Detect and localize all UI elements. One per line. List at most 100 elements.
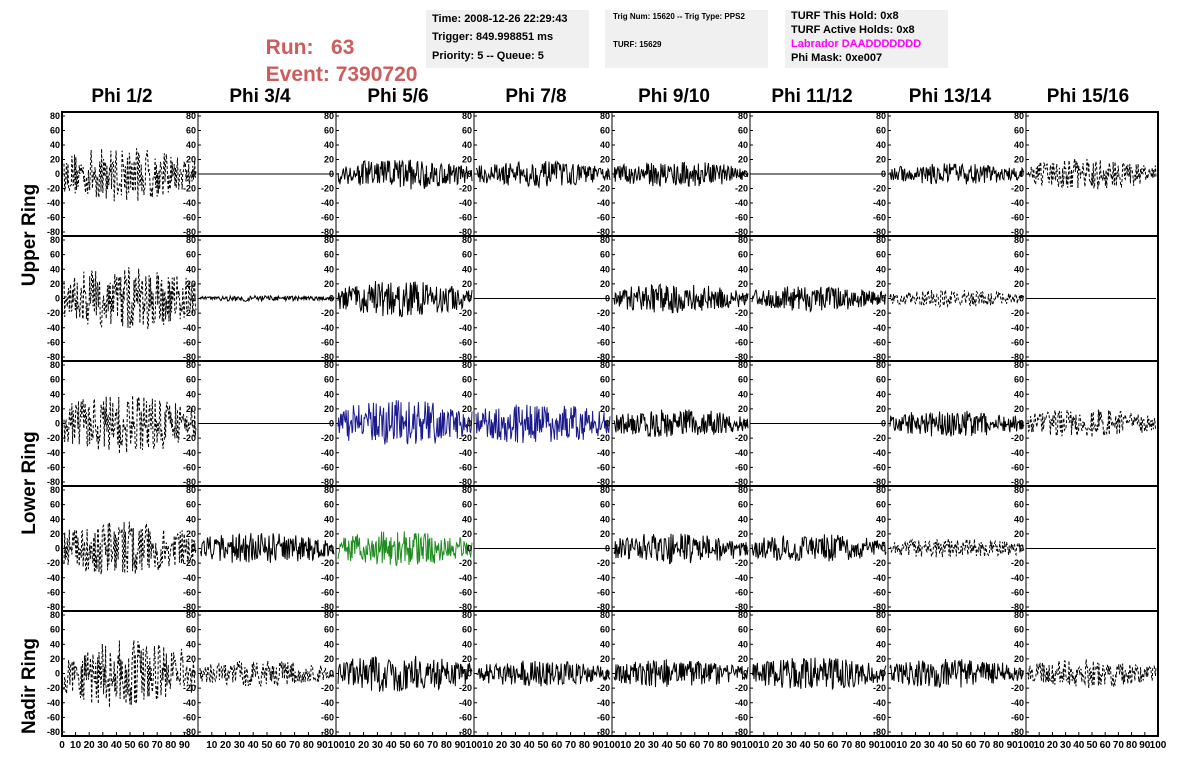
y-tick-label: 80: [1014, 610, 1024, 620]
y-tick-label: 0: [881, 294, 886, 304]
x-tick-label: 70: [1113, 740, 1125, 751]
y-tick-label: 60: [738, 500, 748, 510]
y-tick-label: 60: [600, 250, 610, 260]
y-tick-label: -60: [321, 213, 334, 223]
y-tick-label: 80: [186, 111, 196, 121]
x-tick-label: 80: [165, 740, 177, 751]
y-tick-label: 0: [1019, 169, 1024, 179]
x-tick-label: 80: [441, 740, 453, 751]
x-tick-label: 20: [772, 740, 784, 751]
y-tick-label: 40: [50, 389, 60, 399]
y-tick-label: 60: [876, 500, 886, 510]
y-tick-label: -40: [183, 573, 196, 583]
y-tick-label: -20: [183, 433, 196, 443]
y-tick-label: 40: [1014, 639, 1024, 649]
waveform-trace: [613, 283, 749, 314]
y-tick-label: 40: [876, 389, 886, 399]
y-tick-label: 0: [605, 169, 610, 179]
y-tick-label: 40: [462, 264, 472, 274]
y-tick-label: -60: [459, 587, 472, 597]
y-tick-label: 20: [738, 279, 748, 289]
y-tick-label: 20: [324, 155, 334, 165]
y-tick-label: -60: [735, 712, 748, 722]
x-tick-label: 40: [386, 740, 398, 751]
y-tick-label: 20: [600, 279, 610, 289]
column-title-phi-15-16: Phi 15/16: [1046, 86, 1130, 107]
y-tick-label: 20: [876, 155, 886, 165]
y-tick-label: -80: [735, 727, 748, 737]
info-box-turf: TURF This Hold: 0x8 TURF Active Holds: 0…: [785, 10, 948, 68]
y-tick-label: -20: [873, 433, 886, 443]
event-label: Event: 7390720: [265, 63, 418, 86]
y-tick-label: -60: [321, 587, 334, 597]
waveform-trace: [889, 537, 1025, 558]
y-tick-label: -20: [597, 308, 610, 318]
x-tick-label: 40: [662, 740, 674, 751]
y-tick-label: -80: [47, 727, 60, 737]
y-tick-label: -60: [597, 712, 610, 722]
trigger-text: Trigger: 849.998851 ms: [432, 31, 554, 43]
x-tick-label: 10: [758, 740, 770, 751]
x-tick-label: 70: [427, 740, 439, 751]
y-tick-label: 60: [738, 375, 748, 385]
y-tick-label: 0: [743, 169, 748, 179]
y-tick-label: -80: [183, 727, 196, 737]
y-tick-label: 60: [462, 500, 472, 510]
x-tick-label: 90: [1007, 740, 1019, 751]
y-tick-label: -20: [1011, 683, 1024, 693]
column-title-phi-9-10: Phi 9/10: [638, 86, 710, 107]
x-tick-label: 60: [551, 740, 563, 751]
x-tick-label: 30: [1060, 740, 1072, 751]
y-tick-label: 40: [1014, 389, 1024, 399]
y-tick-label: 20: [462, 529, 472, 539]
y-tick-label: 0: [881, 669, 886, 679]
y-tick-label: 20: [50, 529, 60, 539]
y-tick-label: 40: [186, 264, 196, 274]
waveform-trace: [337, 531, 473, 566]
y-tick-label: 40: [186, 140, 196, 150]
y-tick-label: 40: [462, 514, 472, 524]
y-tick-label: -40: [873, 448, 886, 458]
column-title-phi-1-2: Phi 1/2: [91, 86, 153, 107]
y-tick-label: 20: [462, 654, 472, 664]
x-tick-label: 50: [1086, 740, 1098, 751]
y-tick-label: 60: [186, 375, 196, 385]
y-tick-label: -40: [873, 698, 886, 708]
y-tick-label: 80: [324, 235, 334, 245]
y-tick-label: -20: [183, 184, 196, 194]
y-tick-label: -40: [47, 198, 60, 208]
y-tick-label: 40: [600, 389, 610, 399]
y-tick-label: -80: [321, 477, 334, 487]
x-tick-label: 100: [742, 740, 759, 751]
y-tick-label: 40: [738, 514, 748, 524]
y-tick-label: 20: [876, 529, 886, 539]
waveform-trace: [199, 294, 335, 303]
y-tick-label: -60: [597, 462, 610, 472]
y-tick-label: 80: [50, 111, 60, 121]
y-tick-label: 0: [881, 544, 886, 554]
y-tick-label: 40: [600, 639, 610, 649]
waveform-trace: [1027, 409, 1157, 438]
y-tick-label: 80: [186, 360, 196, 370]
y-tick-label: 20: [1014, 279, 1024, 289]
y-tick-label: -40: [321, 698, 334, 708]
x-tick-label: 100: [328, 740, 345, 751]
y-tick-label: -80: [1011, 227, 1024, 237]
y-tick-label: -60: [597, 587, 610, 597]
y-tick-label: 0: [329, 544, 334, 554]
y-tick-label: 20: [876, 279, 886, 289]
y-tick-label: -20: [597, 433, 610, 443]
column-title-phi-3-4: Phi 3/4: [229, 86, 291, 107]
phi-mask-text: Phi Mask: 0xe007: [791, 52, 883, 64]
y-tick-label: 60: [1014, 250, 1024, 260]
y-tick-label: 60: [462, 250, 472, 260]
y-tick-label: 20: [50, 654, 60, 664]
y-tick-label: 40: [50, 140, 60, 150]
y-tick-label: 40: [50, 264, 60, 274]
y-tick-label: 40: [738, 389, 748, 399]
y-tick-label: 60: [324, 250, 334, 260]
y-tick-label: -80: [1011, 602, 1024, 612]
y-tick-label: 80: [50, 485, 60, 495]
y-tick-label: -80: [321, 727, 334, 737]
y-tick-label: 20: [324, 529, 334, 539]
